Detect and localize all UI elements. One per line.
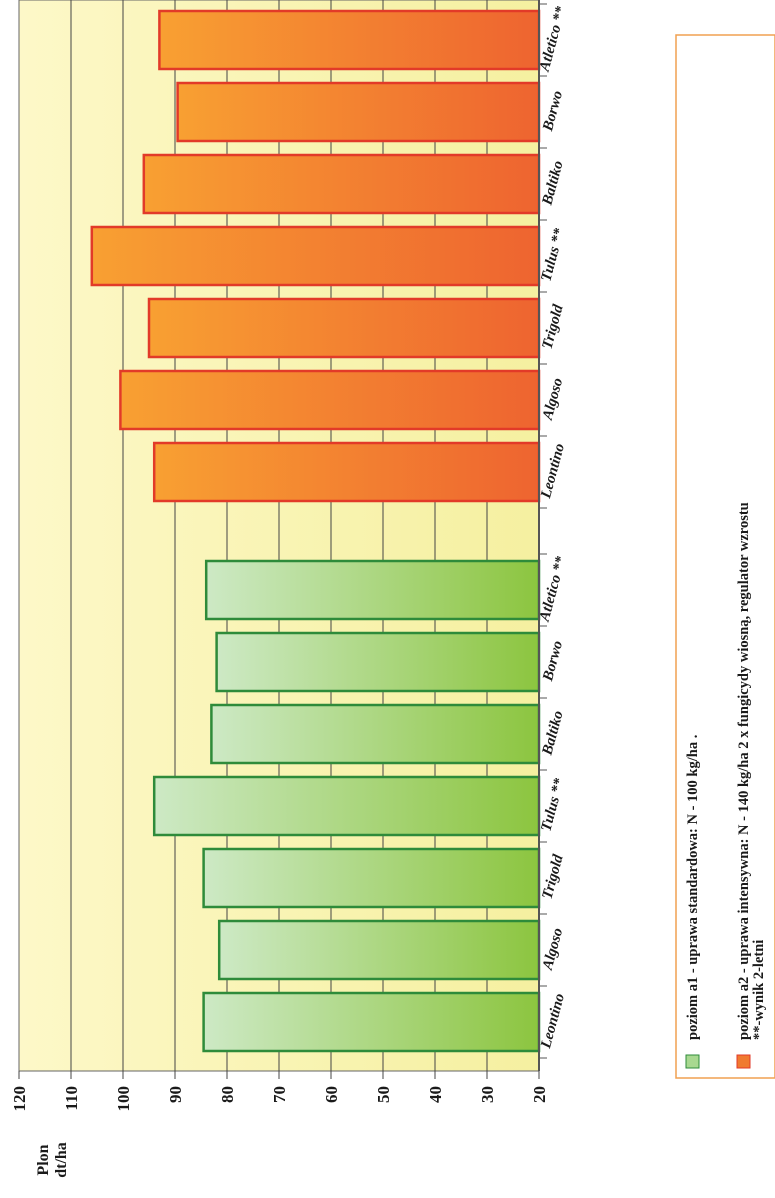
legend-label-a1: poziom a1 - uprawa standardowa: N - 100 …	[685, 735, 701, 1040]
category-label: Atletico **	[537, 554, 570, 624]
y-tick-labels: 120 110 100 90 80 70 60 50 40 30 20	[10, 1086, 549, 1112]
y-tick-label: 90	[166, 1086, 185, 1103]
category-label: Trigold	[540, 303, 567, 351]
category-label: Tulus **	[538, 226, 568, 283]
bar-a1	[204, 559, 541, 621]
bars	[90, 9, 541, 1053]
category-label: Leontino	[538, 442, 568, 501]
category-labels: Leontino Algoso Trigold Tulus ** Baltiko Borw…	[537, 4, 570, 1051]
y-tick-label: 20	[530, 1086, 549, 1103]
legend-swatch-a1	[685, 1054, 700, 1069]
bar-a2	[147, 297, 541, 359]
bar-a1	[202, 991, 541, 1053]
bar-a1	[202, 847, 541, 909]
legend-label-a2: poziom a2 - uprawa intensywna: N - 140 k…	[736, 502, 752, 1040]
category-ticks	[539, 3, 547, 1059]
bar-a2	[176, 81, 541, 143]
y-tick-label: 30	[478, 1086, 497, 1103]
bar-a1	[152, 775, 541, 837]
y-tick-label: 110	[62, 1086, 81, 1111]
y-tick-label: 50	[374, 1086, 393, 1103]
category-label: Trigold	[540, 853, 567, 901]
category-label: Tulus **	[538, 776, 568, 833]
bar-a2	[119, 369, 541, 431]
y-tick-label: 70	[270, 1086, 289, 1103]
category-label: Algoso	[540, 376, 567, 422]
y-tick-label: 60	[322, 1086, 341, 1103]
bar-a1	[215, 631, 541, 693]
bar-a1	[217, 919, 541, 981]
category-label: Baltiko	[539, 159, 566, 208]
category-label: Leontino	[538, 992, 568, 1051]
category-label: Borwo	[540, 89, 566, 134]
legend-footnote: **-wynik 2-letni	[751, 940, 767, 1040]
category-label: Algoso	[540, 926, 567, 972]
y-axis-title-line2: dt/ha	[53, 1142, 70, 1178]
category-label: Atletico **	[537, 4, 570, 74]
y-tick-label: 100	[114, 1086, 133, 1112]
legend: poziom a1 - uprawa standardowa: N - 100 …	[675, 34, 775, 1079]
y-tick-label: 80	[218, 1086, 237, 1103]
bar-a2	[90, 225, 541, 287]
bar-a1	[210, 703, 541, 765]
y-axis-title-line1: Plon	[35, 1144, 52, 1175]
legend-swatch-a2	[736, 1054, 751, 1069]
y-tick-label: 40	[426, 1086, 445, 1103]
legend-box	[675, 34, 775, 1079]
bar-a2	[142, 153, 541, 215]
y-tick-label: 120	[10, 1086, 29, 1112]
category-label: Baltiko	[539, 709, 566, 758]
bar-a2	[158, 9, 541, 71]
y-axis-title: Plon dt/ha	[35, 1142, 70, 1178]
category-label: Borwo	[540, 639, 566, 684]
bar-a2	[152, 441, 541, 503]
